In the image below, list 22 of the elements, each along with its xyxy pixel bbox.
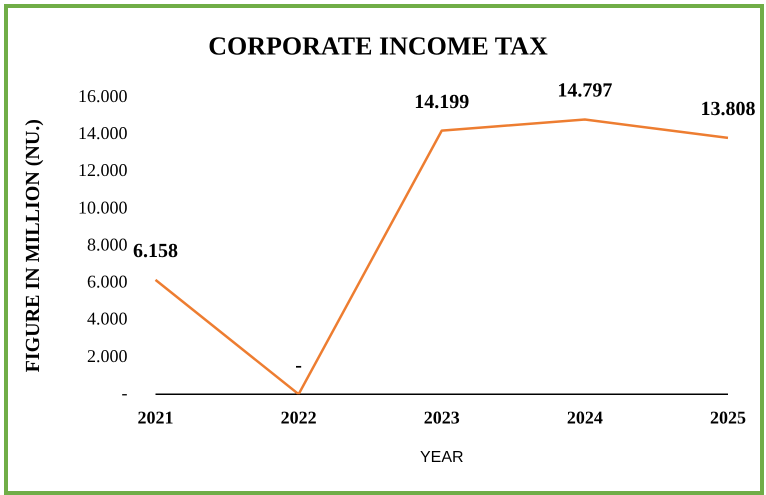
y-tick-label: 8.000 bbox=[87, 234, 128, 254]
data-label: 14.199 bbox=[414, 90, 470, 113]
y-tick-label: 10.000 bbox=[78, 197, 128, 218]
data-label: 6.158 bbox=[133, 240, 178, 262]
y-tick-label: 2.000 bbox=[87, 346, 128, 366]
data-label: - bbox=[295, 354, 302, 376]
y-tick-label: 16.000 bbox=[78, 86, 128, 106]
y-tick-label: 12.000 bbox=[78, 160, 128, 180]
y-axis-title: FIGURE IN MILLION (NU.) bbox=[22, 119, 44, 372]
chart-title: CORPORATE INCOME TAX bbox=[208, 31, 548, 60]
y-tick-label: 4.000 bbox=[87, 308, 128, 329]
y-tick-label: - bbox=[122, 382, 128, 403]
data-label: 13.808 bbox=[700, 98, 756, 120]
x-axis-title: YEAR bbox=[420, 448, 464, 466]
x-tick-label: 2023 bbox=[424, 408, 460, 428]
x-tick-label: 2021 bbox=[138, 408, 174, 428]
x-tick-label: 2022 bbox=[280, 408, 317, 428]
y-tick-label: 6.000 bbox=[87, 272, 128, 292]
x-tick-label: 2024 bbox=[566, 408, 603, 428]
y-tick-label: 14.000 bbox=[78, 123, 128, 144]
data-label: 14.797 bbox=[557, 80, 612, 102]
x-tick-label: 2025 bbox=[710, 408, 746, 428]
